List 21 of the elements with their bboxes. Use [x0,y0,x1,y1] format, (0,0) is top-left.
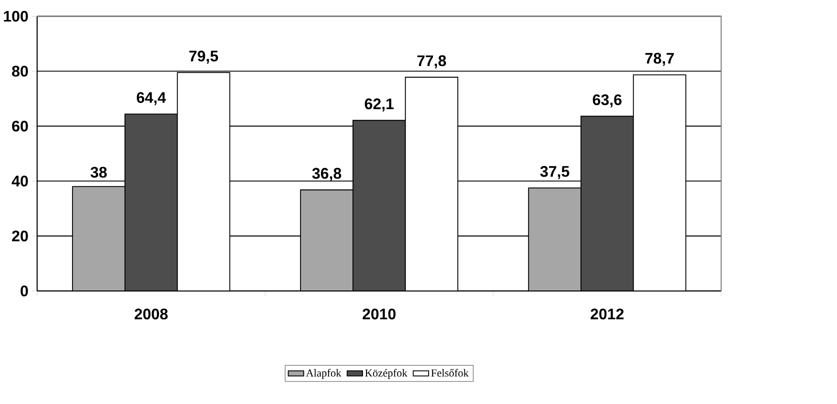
legend-label: Alapfok [306,368,342,379]
data-label: 78,7 [645,52,674,66]
data-label: 36,8 [312,168,342,182]
x-tick-label: 2012 [590,308,624,320]
x-tick-label: 2010 [362,308,396,320]
data-label: 37,5 [540,166,570,180]
data-label: 64,4 [136,92,166,106]
legend-label: Középfok [365,368,408,379]
y-tick-label: 80 [12,66,28,77]
y-tick-label: 20 [12,230,28,242]
y-tick-label: 100 [4,10,28,22]
data-label: 63,6 [592,94,622,108]
data-label: 38 [90,166,107,178]
legend-label: Felsőfok [431,368,469,377]
y-tick-label: 60 [12,120,28,132]
y-tick-label: 0 [20,286,28,296]
data-label: 62,1 [364,98,394,112]
data-label: 79,5 [189,50,218,64]
x-tick-label: 2008 [134,308,168,320]
y-tick-label: 40 [12,176,28,187]
data-label: 77,8 [417,55,446,68]
